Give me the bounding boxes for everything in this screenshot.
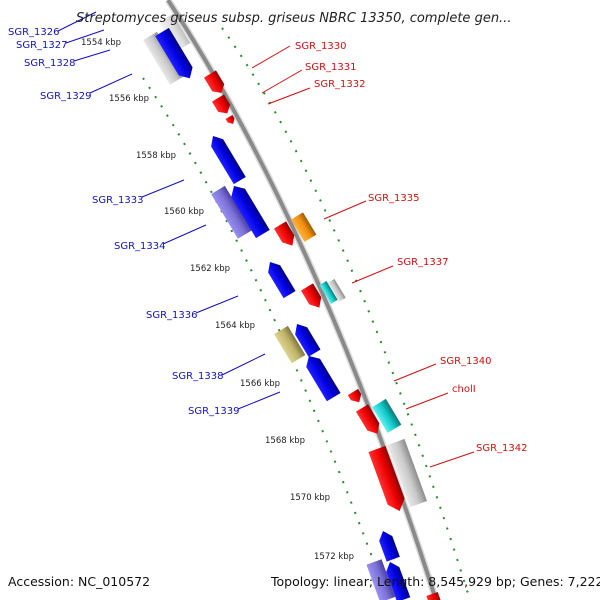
gene-label-sgr-1339[interactable]: SGR_1339 [188,406,240,417]
map-title: Streptomyces griseus subsp. griseus NBRC… [76,11,511,26]
gene-sgr-1335b[interactable] [290,212,317,242]
gene-sgr-1340[interactable] [347,388,364,405]
left-gene-labels: SGR_1326 SGR_1327 SGR_1328 SGR_1329 SGR_… [8,27,240,417]
kbp-label: 1562 kbp [190,264,230,274]
gene-sgr-1338[interactable] [274,325,306,364]
left-strand-genes [143,13,411,600]
gene-label-sgr-1332[interactable]: SGR_1332 [314,79,366,90]
gene-sgr-1330[interactable] [203,70,227,96]
gene-sgr-1335[interactable] [273,221,298,249]
gene-bottom-2[interactable] [366,559,396,600]
gene-label-sgr-1326[interactable]: SGR_1326 [8,27,60,38]
right-strand-genes [203,70,442,600]
gene-sgr-1337b[interactable] [319,280,338,304]
right-gene-labels: SGR_1330 SGR_1331 SGR_1332 SGR_1335 SGR_… [295,41,528,454]
gene-label-sgr-1333[interactable]: SGR_1333 [92,195,144,206]
gene-sgr-1337[interactable] [300,283,325,311]
kbp-scale: 1554 kbp 1556 kbp 1558 kbp 1560 kbp 1562… [81,38,354,562]
gene-label-sgr-1337[interactable]: SGR_1337 [397,257,449,268]
gene-label-sgr-1336[interactable]: SGR_1336 [146,310,198,321]
gene-sgr-1342b[interactable] [387,438,428,508]
kbp-label: 1568 kbp [265,436,305,446]
gene-label-sgr-1331[interactable]: SGR_1331 [305,62,357,73]
label-leaders [57,11,475,468]
gene-sgr-1326[interactable] [159,13,191,52]
gene-sgr-1339[interactable] [302,352,341,402]
gene-sgr-1334[interactable] [211,185,252,239]
gene-sgr-1342[interactable] [368,445,408,514]
gene-label-sgr-1334[interactable]: SGR_1334 [114,241,166,252]
gene-sgr-1336[interactable] [264,258,296,299]
kbp-label: 1558 kbp [136,151,176,161]
gene-bottom-3[interactable] [383,560,411,600]
kbp-label: 1560 kbp [164,207,204,217]
gene-sgr-1332[interactable] [225,114,237,126]
gene-sgr-1333[interactable] [207,132,246,185]
gene-label-sgr-1335[interactable]: SGR_1335 [368,193,420,204]
kbp-label: 1566 kbp [240,379,280,389]
gene-bottom-1[interactable] [376,529,400,562]
accession-text: Accession: NC_010572 [8,574,150,589]
genome-summary-text: Topology: linear; Length: 8,545,929 bp; … [270,574,600,589]
gene-sgr-1329[interactable] [155,27,197,83]
gene-sgr-1328[interactable] [143,31,184,85]
gene-label-sgr-1342[interactable]: SGR_1342 [476,443,528,454]
gene-label-sgr-1329[interactable]: SGR_1329 [40,91,92,102]
gene-label-sgr-1328[interactable]: SGR_1328 [24,58,76,69]
gene-label-sgr-1330[interactable]: SGR_1330 [295,41,347,52]
kbp-label: 1556 kbp [109,94,149,104]
gene-label-sgr-1340[interactable]: SGR_1340 [440,356,492,367]
gene-bottom-red[interactable] [426,591,442,600]
kbp-label: 1572 kbp [314,552,354,562]
kbp-label: 1554 kbp [81,38,121,48]
kbp-label: 1570 kbp [290,493,330,503]
gene-sgr-1334b[interactable] [227,182,270,239]
left-guide-track [142,77,389,600]
kbp-label: 1564 kbp [215,321,255,331]
chromosome-backbone [165,0,440,600]
gene-sgr-1338b[interactable] [291,320,321,357]
gene-sgr-1337c[interactable] [327,278,346,302]
gene-label-sgr-1327[interactable]: SGR_1327 [16,40,68,51]
right-guide-track [221,27,471,600]
gene-label-sgr-1338[interactable]: SGR_1338 [172,371,224,382]
gene-label-choli[interactable]: cholI [452,384,476,395]
gene-sgr-1331[interactable] [211,94,233,117]
gene-choli[interactable] [372,398,402,433]
gene-sgr-1340b[interactable] [355,404,383,437]
